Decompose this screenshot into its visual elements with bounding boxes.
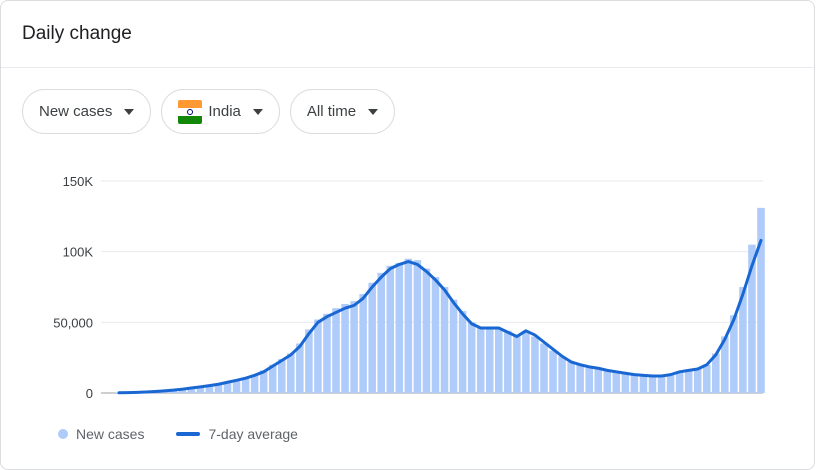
seven-day-average-line <box>119 240 761 392</box>
new-cases-bar <box>658 376 666 393</box>
new-cases-bar <box>613 372 621 393</box>
filter-bar: New cases India All time <box>22 89 395 134</box>
caret-down-icon <box>368 109 378 115</box>
new-cases-bar <box>622 373 630 393</box>
new-cases-bar <box>314 320 322 393</box>
new-cases-bar <box>703 365 711 393</box>
new-cases-bar <box>359 294 367 393</box>
new-cases-bar <box>387 266 395 393</box>
card-title: Daily change <box>22 23 132 45</box>
new-cases-bar <box>676 372 684 393</box>
new-cases-bar <box>341 304 349 393</box>
new-cases-bar <box>450 300 458 393</box>
new-cases-bar <box>332 308 340 393</box>
new-cases-bar <box>649 376 657 393</box>
india-flag-icon <box>178 100 202 124</box>
new-cases-bar <box>576 365 584 393</box>
y-tick-label: 100K <box>63 245 94 260</box>
caret-down-icon <box>253 109 263 115</box>
new-cases-bar <box>604 370 612 393</box>
new-cases-bar <box>531 336 539 393</box>
caret-down-icon <box>124 109 134 115</box>
new-cases-bar <box>278 359 286 393</box>
new-cases-bar <box>585 366 593 393</box>
new-cases-bar <box>477 328 485 393</box>
new-cases-bar <box>377 273 385 393</box>
metric-dropdown-label: New cases <box>39 103 112 120</box>
new-cases-bar <box>667 375 675 393</box>
new-cases-bar <box>414 260 422 393</box>
new-cases-bar <box>504 331 512 393</box>
new-cases-bar <box>396 263 404 393</box>
new-cases-bar <box>549 351 557 393</box>
new-cases-bar <box>423 269 431 393</box>
new-cases-bar <box>540 344 548 393</box>
new-cases-bar <box>368 283 376 393</box>
new-cases-bar <box>640 375 648 393</box>
new-cases-bar <box>287 353 295 393</box>
new-cases-legend-label: New cases <box>76 426 144 442</box>
chart-legend: New cases 7-day average <box>58 426 298 442</box>
new-cases-bar <box>567 362 575 393</box>
metric-dropdown[interactable]: New cases <box>22 89 151 134</box>
new-cases-bar <box>468 322 476 393</box>
new-cases-bar <box>694 369 702 393</box>
new-cases-bar <box>486 328 494 393</box>
new-cases-bar <box>432 277 440 393</box>
new-cases-bar <box>513 336 521 393</box>
seven-day-average-legend-swatch <box>176 432 200 436</box>
y-tick-label: 50,000 <box>53 315 93 330</box>
new-cases-bar <box>558 356 566 393</box>
new-cases-bar <box>350 301 358 393</box>
time-range-dropdown[interactable]: All time <box>290 89 395 134</box>
new-cases-bar <box>495 328 503 393</box>
country-dropdown-label: India <box>208 103 241 120</box>
card-header: Daily change <box>1 1 814 68</box>
country-dropdown[interactable]: India <box>161 89 280 134</box>
y-tick-label: 0 <box>86 386 93 401</box>
new-cases-legend-swatch <box>58 429 68 439</box>
y-tick-label: 150K <box>63 174 94 189</box>
new-cases-bar <box>522 331 530 393</box>
new-cases-bar <box>296 344 304 393</box>
seven-day-average-legend-label: 7-day average <box>208 426 298 442</box>
new-cases-bar <box>685 370 693 393</box>
new-cases-bar <box>757 208 765 393</box>
time-range-dropdown-label: All time <box>307 103 356 120</box>
new-cases-bar <box>594 368 602 393</box>
new-cases-bar <box>441 287 449 393</box>
daily-change-chart: 150K 100K 50,000 0 <box>1 161 801 411</box>
new-cases-bar <box>459 311 467 393</box>
new-cases-bar <box>631 375 639 393</box>
new-cases-bar <box>323 314 331 393</box>
new-cases-bar <box>405 259 413 393</box>
